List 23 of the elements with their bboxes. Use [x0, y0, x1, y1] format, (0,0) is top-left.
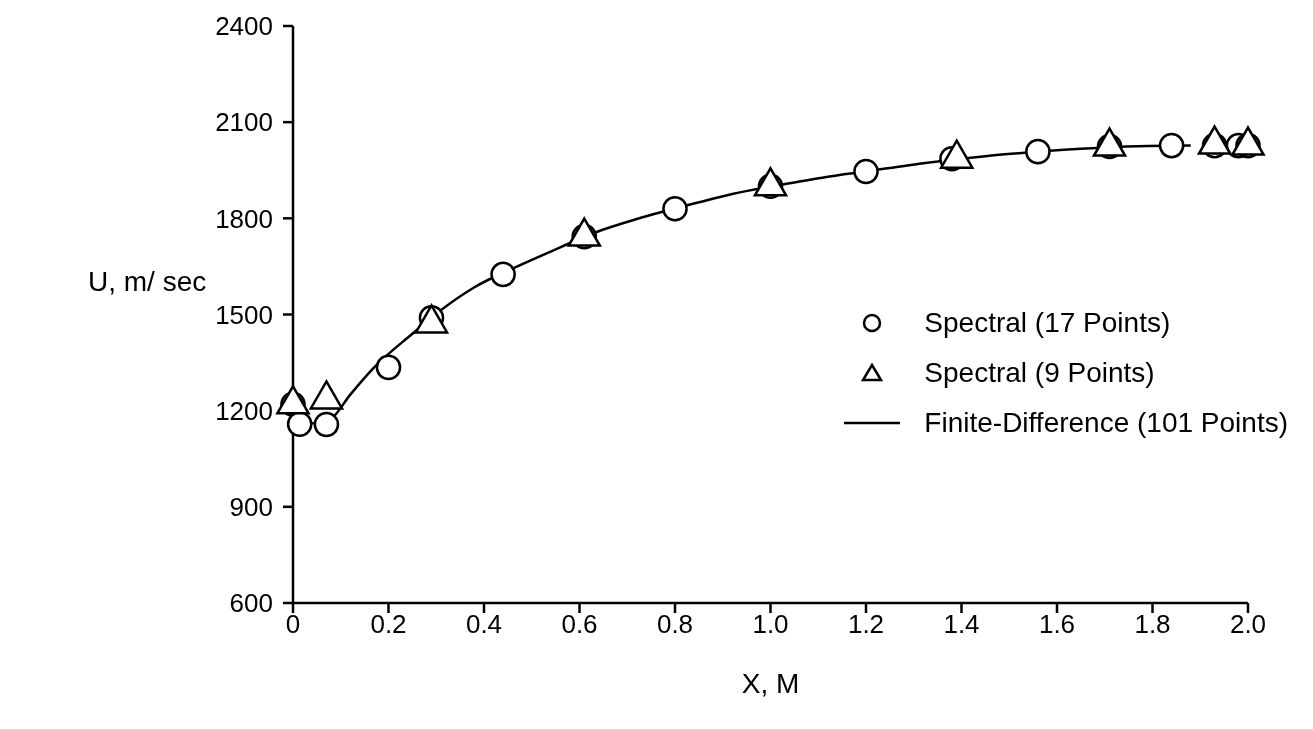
y-tick-label: 2400 — [215, 11, 273, 42]
x-tick-label: 0.4 — [465, 609, 503, 640]
x-tick-label: 1.2 — [847, 609, 885, 640]
x-tick-label: 0.2 — [370, 609, 407, 640]
x-tick-label: 0.6 — [561, 609, 598, 640]
y-tick-label: 600 — [229, 588, 273, 619]
y-tick-label: 2100 — [215, 107, 273, 138]
legend-label: Finite-Difference (101 Points) — [924, 406, 1288, 440]
x-tick-label: 2.0 — [1229, 609, 1267, 640]
legend-label: Spectral (17 Points) — [924, 306, 1171, 340]
y-axis-title: U, m/ sec — [88, 266, 207, 298]
x-tick-label: 1.4 — [943, 609, 980, 640]
x-axis-title: X, M — [741, 668, 800, 699]
x-tick-label: 1.0 — [752, 609, 789, 640]
x-tick-label: 0.8 — [656, 609, 694, 640]
y-tick-label: 1200 — [215, 395, 273, 426]
y-tick-label: 1800 — [215, 203, 273, 234]
x-tick-label: 1.8 — [1134, 609, 1171, 640]
legend-label: Spectral (9 Points) — [924, 356, 1155, 390]
y-tick-label: 1500 — [215, 299, 273, 330]
x-tick-label: 0 — [285, 609, 301, 640]
x-tick-label: 1.6 — [1038, 609, 1076, 640]
y-tick-label: 900 — [229, 492, 273, 523]
